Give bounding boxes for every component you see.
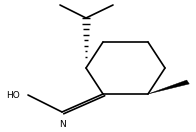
Text: HO: HO: [6, 91, 20, 100]
Text: N: N: [59, 120, 65, 129]
Polygon shape: [148, 80, 189, 94]
